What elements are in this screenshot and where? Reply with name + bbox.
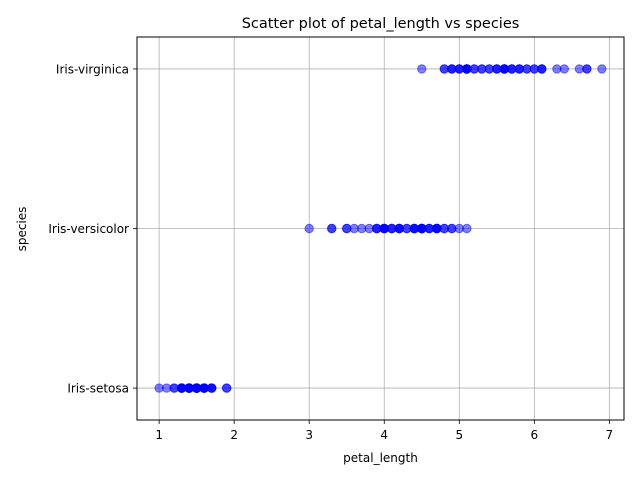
x-tick-label: 1 — [155, 428, 163, 442]
data-point — [462, 64, 472, 74]
data-point — [184, 383, 194, 393]
data-point — [387, 223, 397, 234]
y-axis-label: species — [15, 207, 29, 252]
x-axis-label: petal_length — [343, 451, 418, 465]
y-axis-ticks: Iris-setosa Iris-versicolor Iris-virginica — [48, 62, 137, 396]
data-point — [439, 64, 449, 74]
x-tick-label: 3 — [305, 428, 313, 442]
data-point — [537, 64, 547, 74]
data-point — [304, 223, 314, 234]
data-point — [597, 64, 607, 74]
x-tick-label: 2 — [230, 428, 238, 442]
x-tick-label: 5 — [455, 428, 463, 442]
data-point — [342, 223, 352, 234]
data-point — [357, 223, 367, 234]
y-tick-label: Iris-virginica — [56, 62, 129, 76]
y-tick-label: Iris-versicolor — [48, 222, 129, 236]
x-axis-ticks: 1 2 3 4 5 6 7 — [155, 420, 613, 442]
data-point — [402, 223, 412, 234]
x-tick-label: 6 — [531, 428, 539, 442]
data-point — [424, 223, 434, 234]
y-tick-label: Iris-setosa — [67, 382, 129, 396]
data-point — [582, 64, 592, 74]
data-point — [484, 64, 495, 74]
x-tick-label: 7 — [606, 428, 614, 442]
data-point — [417, 64, 427, 74]
chart-title: Scatter plot of petal_length vs species — [242, 16, 520, 32]
data-point — [507, 64, 517, 74]
x-tick-label: 4 — [380, 428, 388, 442]
data-point — [522, 64, 532, 74]
data-point — [559, 64, 570, 74]
data-points — [154, 64, 607, 393]
data-point — [327, 223, 337, 234]
data-point — [154, 383, 164, 393]
data-point — [221, 383, 232, 393]
data-point — [462, 223, 472, 234]
